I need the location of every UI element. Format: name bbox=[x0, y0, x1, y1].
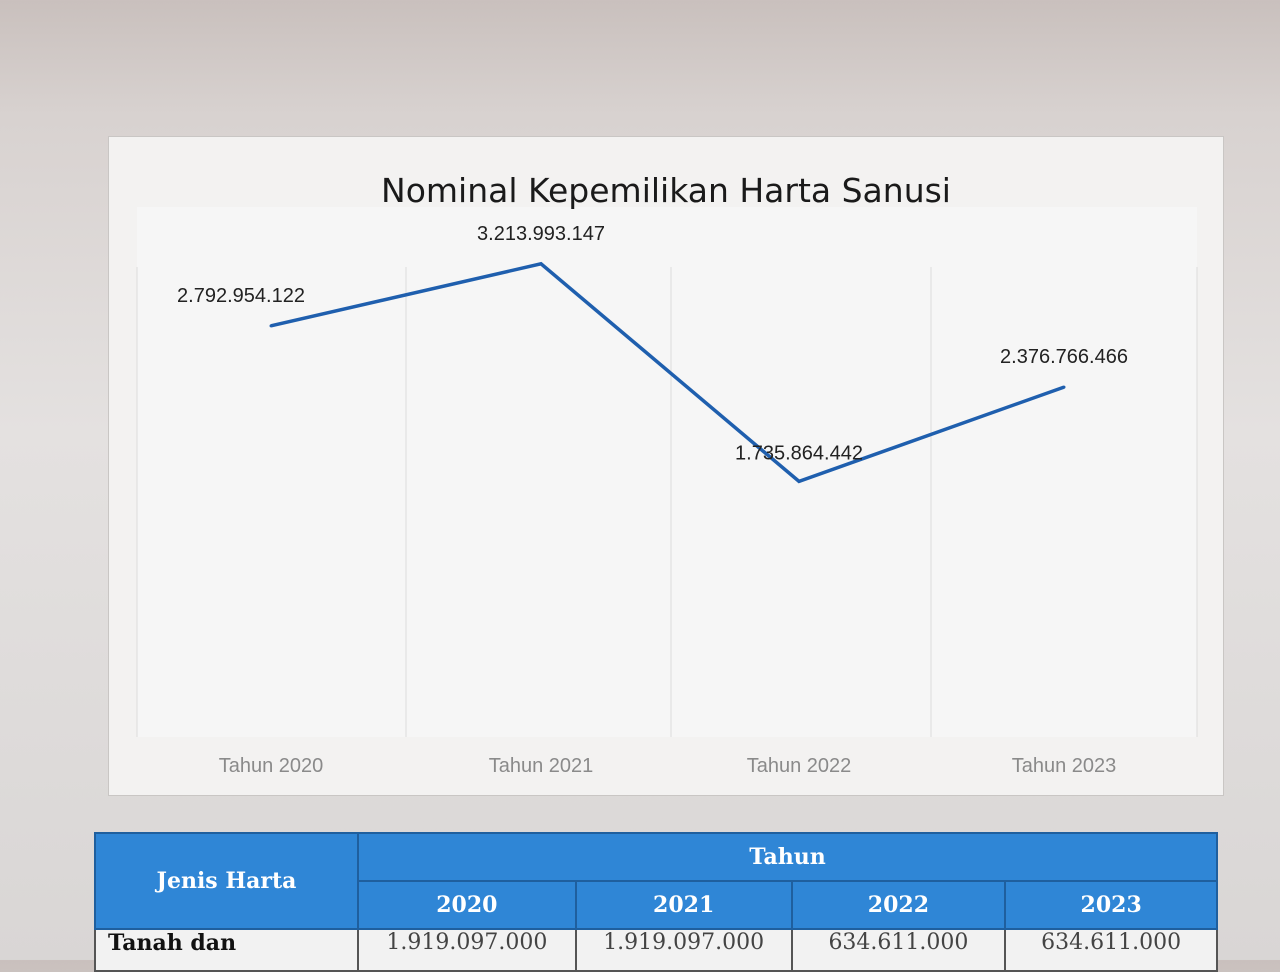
chart-title: Nominal Kepemilikan Harta Sanusi bbox=[381, 171, 951, 210]
x-tick-label: Tahun 2020 bbox=[219, 755, 324, 777]
chart-area: 2.792.954.122 3.213.993.147 1.735.864.442 2… bbox=[108, 136, 1224, 796]
table-row: Tanah dan 1.919.097.000 1.919.097.000 63… bbox=[94, 928, 1218, 972]
x-tick-label: Tahun 2022 bbox=[747, 755, 852, 777]
table-cell: 1.919.097.000 bbox=[356, 928, 577, 972]
data-label: 3.213.993.147 bbox=[477, 223, 605, 245]
data-point bbox=[1062, 385, 1066, 389]
table-cell: 634.611.000 bbox=[790, 928, 1007, 972]
plot-background bbox=[137, 207, 1197, 737]
x-tick-label: Tahun 2021 bbox=[489, 755, 594, 777]
header-year-2023: 2023 bbox=[1004, 880, 1218, 930]
data-label: 2.792.954.122 bbox=[177, 285, 305, 307]
row-label: Tanah dan bbox=[94, 928, 359, 972]
header-jenis-harta: Jenis Harta bbox=[94, 832, 359, 930]
header-year-2021: 2021 bbox=[574, 880, 793, 930]
data-point bbox=[539, 262, 543, 266]
table-cell: 1.919.097.000 bbox=[574, 928, 793, 972]
data-point bbox=[269, 324, 273, 328]
line-chart: 2.792.954.122 3.213.993.147 1.735.864.442 2… bbox=[136, 207, 1198, 777]
header-tahun: Tahun bbox=[356, 832, 1219, 882]
header-year-2022: 2022 bbox=[790, 880, 1007, 930]
data-label: 1.735.864.442 bbox=[735, 442, 863, 464]
series-line bbox=[270, 261, 1065, 484]
data-point bbox=[797, 479, 801, 483]
x-tick-label: Tahun 2023 bbox=[1012, 755, 1117, 777]
header-year-2020: 2020 bbox=[356, 880, 577, 930]
data-label: 2.376.766.466 bbox=[1000, 346, 1128, 368]
table-cell: 634.611.000 bbox=[1004, 928, 1218, 972]
asset-table: Jenis Harta Tahun 2020 2021 2022 2023 Ta… bbox=[94, 832, 1219, 972]
